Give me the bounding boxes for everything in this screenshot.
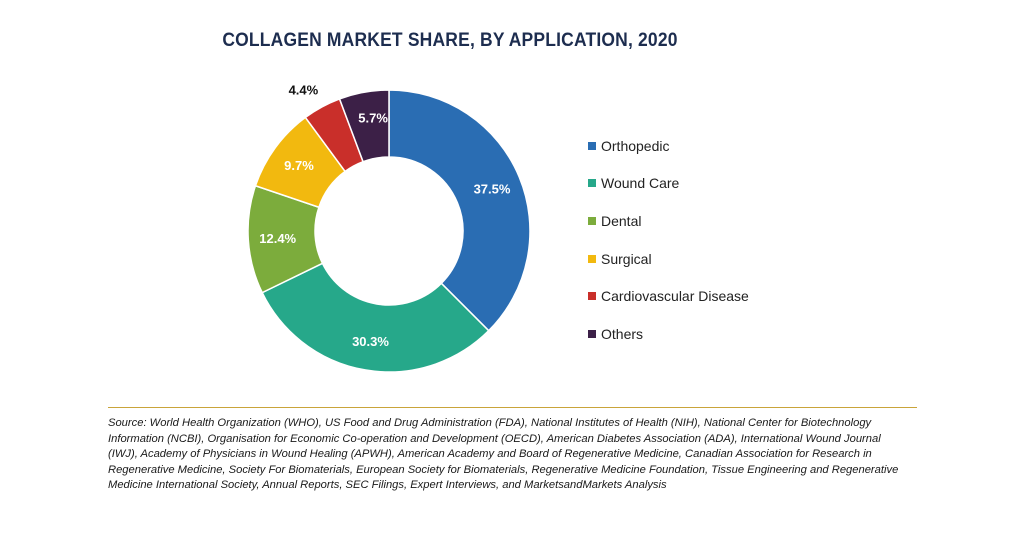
legend-label-cardiovascular-disease: Cardiovascular Disease: [601, 288, 749, 305]
slice-label-surgical: 9.7%: [284, 158, 314, 173]
chart-legend: Orthopedic Wound Care Dental Surgical Cardio…: [588, 127, 749, 353]
legend-swatch-orthopedic: [588, 141, 596, 150]
slice-orthopedic: [388, 89, 531, 332]
slice-label-orthopedic: 37.5%: [474, 181, 511, 196]
legend-swatch-surgical: [588, 254, 596, 263]
donut-slices: [247, 89, 531, 373]
legend-swatch-cardiovascular-disease: [588, 292, 596, 301]
legend-item-wound-care: Wound Care: [588, 165, 749, 203]
source-note: Source: World Health Organization (WHO),…: [108, 417, 899, 492]
legend-item-cardiovascular-disease: Cardiovascular Disease: [588, 277, 749, 315]
legend-item-others: Others: [588, 315, 749, 353]
slice-labels: 37.5% 30.3% 12.4% 9.7% 4.4% 5.7%: [259, 83, 511, 349]
slice-label-dental: 12.4%: [259, 231, 296, 246]
chart-title: COLLAGEN MARKET SHARE, BY APPLICATION, 2…: [222, 30, 678, 51]
legend-label-wound-care: Wound Care: [601, 175, 680, 192]
legend-item-surgical: Surgical: [588, 240, 749, 278]
slice-label-cardiovascular-disease: 4.4%: [289, 83, 319, 98]
legend-label-others: Others: [601, 325, 644, 342]
legend-swatch-wound-care: [588, 179, 596, 188]
slice-others: [338, 89, 390, 163]
slice-wound-care: [261, 262, 490, 373]
slice-label-wound-care: 30.3%: [352, 334, 389, 349]
slice-label-others: 5.7%: [358, 110, 388, 125]
legend-label-orthopedic: Orthopedic: [601, 137, 670, 154]
legend-label-dental: Dental: [601, 212, 642, 229]
legend-item-dental: Dental: [588, 202, 749, 240]
legend-item-orthopedic: Orthopedic: [588, 127, 749, 165]
source-divider: [108, 407, 917, 408]
legend-swatch-dental: [588, 216, 596, 225]
legend-swatch-others: [588, 329, 596, 338]
legend-label-surgical: Surgical: [601, 250, 652, 267]
